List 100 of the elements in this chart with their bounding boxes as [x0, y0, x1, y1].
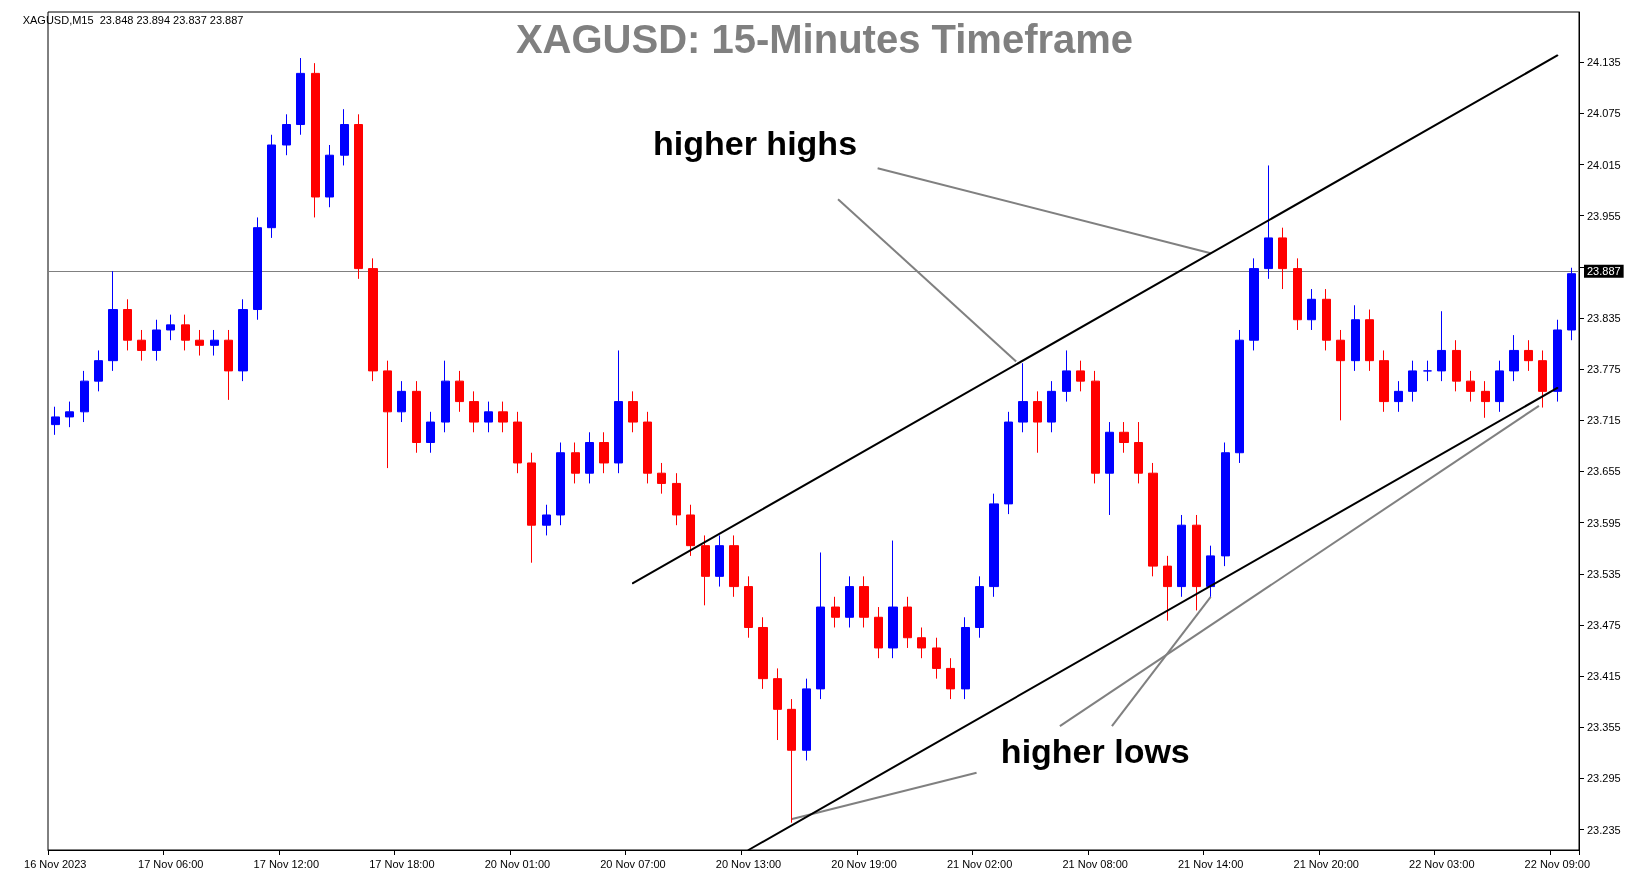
candlestick — [1437, 310, 1446, 382]
candlestick — [989, 493, 999, 598]
x-tick-label: 21 Nov 20:00 — [1293, 857, 1359, 870]
x-tick-label: 22 Nov 09:00 — [1524, 857, 1591, 870]
x-tick-label: 21 Nov 02:00 — [946, 857, 1013, 870]
candlestick — [932, 637, 941, 680]
y-tick-label: 23.535 — [1587, 567, 1621, 580]
candlestick — [831, 596, 840, 628]
candlestick — [195, 329, 204, 357]
candlestick — [1307, 288, 1316, 331]
candlestick — [1423, 360, 1432, 382]
candlestick — [282, 113, 291, 156]
candlestick — [1148, 462, 1158, 577]
y-tick-label: 23.355 — [1587, 721, 1621, 734]
candlestick — [296, 57, 305, 136]
x-tick-label: 20 Nov 13:00 — [715, 857, 782, 870]
candlestick — [484, 401, 493, 433]
candlestick — [1351, 304, 1360, 372]
candlestick — [1062, 349, 1071, 403]
candlestick — [1365, 309, 1374, 372]
y-tick-label: 23.475 — [1587, 618, 1621, 631]
candlestick — [1105, 421, 1114, 516]
candlestick — [686, 504, 695, 557]
candlestick — [1452, 339, 1461, 392]
candlestick — [729, 534, 739, 598]
candlestick — [1394, 380, 1403, 413]
candlestick — [1235, 329, 1244, 464]
candlestick — [94, 349, 103, 392]
candlestick — [354, 113, 363, 280]
x-tick-label: 22 Nov 03:00 — [1409, 857, 1475, 870]
candlestick — [859, 575, 869, 628]
candlestick — [874, 606, 883, 659]
candlestick — [599, 431, 609, 474]
ref-line-label: 23.887 — [1587, 265, 1621, 278]
candlestick — [210, 329, 219, 357]
candlestick — [152, 319, 161, 362]
candlestick — [166, 314, 175, 341]
y-tick-label: 23.835 — [1587, 312, 1621, 325]
candlestick — [368, 257, 378, 382]
x-tick-label: 20 Nov 19:00 — [831, 857, 897, 870]
x-tick-label: 21 Nov 14:00 — [1177, 857, 1244, 870]
candlestick — [1278, 227, 1287, 290]
y-tick-label: 24.135 — [1587, 56, 1621, 69]
candlestick — [1408, 360, 1417, 403]
candlestick — [441, 360, 450, 433]
candlestick — [744, 575, 753, 639]
candlestick — [542, 504, 551, 536]
candlestick — [556, 442, 565, 526]
candlestick — [1221, 442, 1230, 567]
candlestick — [340, 108, 349, 166]
candlestick — [1177, 514, 1186, 598]
y-tick-label: 24.015 — [1587, 158, 1621, 171]
candlestick — [412, 380, 421, 454]
candlestick — [1004, 411, 1013, 515]
candlestick — [527, 452, 536, 564]
candlestick — [802, 678, 811, 761]
candlestick — [1264, 164, 1273, 280]
candlestick — [238, 298, 248, 382]
x-tick-label: 17 Nov 18:00 — [369, 857, 435, 870]
x-tick-label: 16 Nov 2023 — [24, 857, 87, 870]
annotation: higher highs — [653, 124, 858, 163]
candlestick — [1553, 319, 1562, 403]
y-tick-label: 23.655 — [1587, 465, 1621, 478]
y-tick-label: 23.775 — [1587, 363, 1621, 376]
candlestick — [1538, 349, 1547, 409]
candlestick — [845, 575, 854, 628]
candlestick — [383, 360, 392, 469]
candlestick — [1567, 267, 1576, 341]
y-tick-label: 23.595 — [1587, 516, 1621, 529]
candlestick — [469, 390, 479, 433]
chart-title: XAGUSD: 15-Minutes Timeframe — [515, 17, 1134, 61]
y-tick-label: 23.955 — [1587, 209, 1621, 222]
candlestick — [397, 380, 406, 423]
candlestick — [643, 411, 652, 484]
y-tick-label: 23.295 — [1587, 772, 1621, 785]
candlestick — [816, 551, 825, 700]
candlestick — [80, 370, 89, 423]
candlestick — [224, 329, 233, 401]
y-tick-label: 23.415 — [1587, 670, 1621, 683]
candlestick — [701, 534, 710, 606]
candlestick — [1192, 514, 1201, 611]
candlestick — [51, 406, 60, 436]
candlestick — [758, 616, 768, 690]
candlestick — [672, 472, 681, 526]
candlestick — [946, 657, 955, 700]
x-tick-label: 17 Nov 12:00 — [253, 857, 320, 870]
candlestick — [455, 370, 464, 413]
candlestick — [1524, 339, 1533, 372]
annotation: XAGUSD,M15 23.848 23.894 23.837 23.887 — [22, 14, 244, 27]
candlestick — [253, 216, 262, 321]
x-tick-label: 20 Nov 01:00 — [484, 857, 551, 870]
candlestick — [123, 298, 132, 351]
candlestick — [1119, 421, 1129, 454]
candlestick — [961, 616, 970, 700]
candlestick — [1293, 257, 1302, 331]
candlestick — [1047, 380, 1056, 433]
x-tick-label: 17 Nov 06:00 — [138, 857, 204, 870]
candlestick — [65, 401, 74, 428]
y-tick-label: 23.235 — [1587, 823, 1621, 836]
candlestick — [888, 540, 898, 659]
